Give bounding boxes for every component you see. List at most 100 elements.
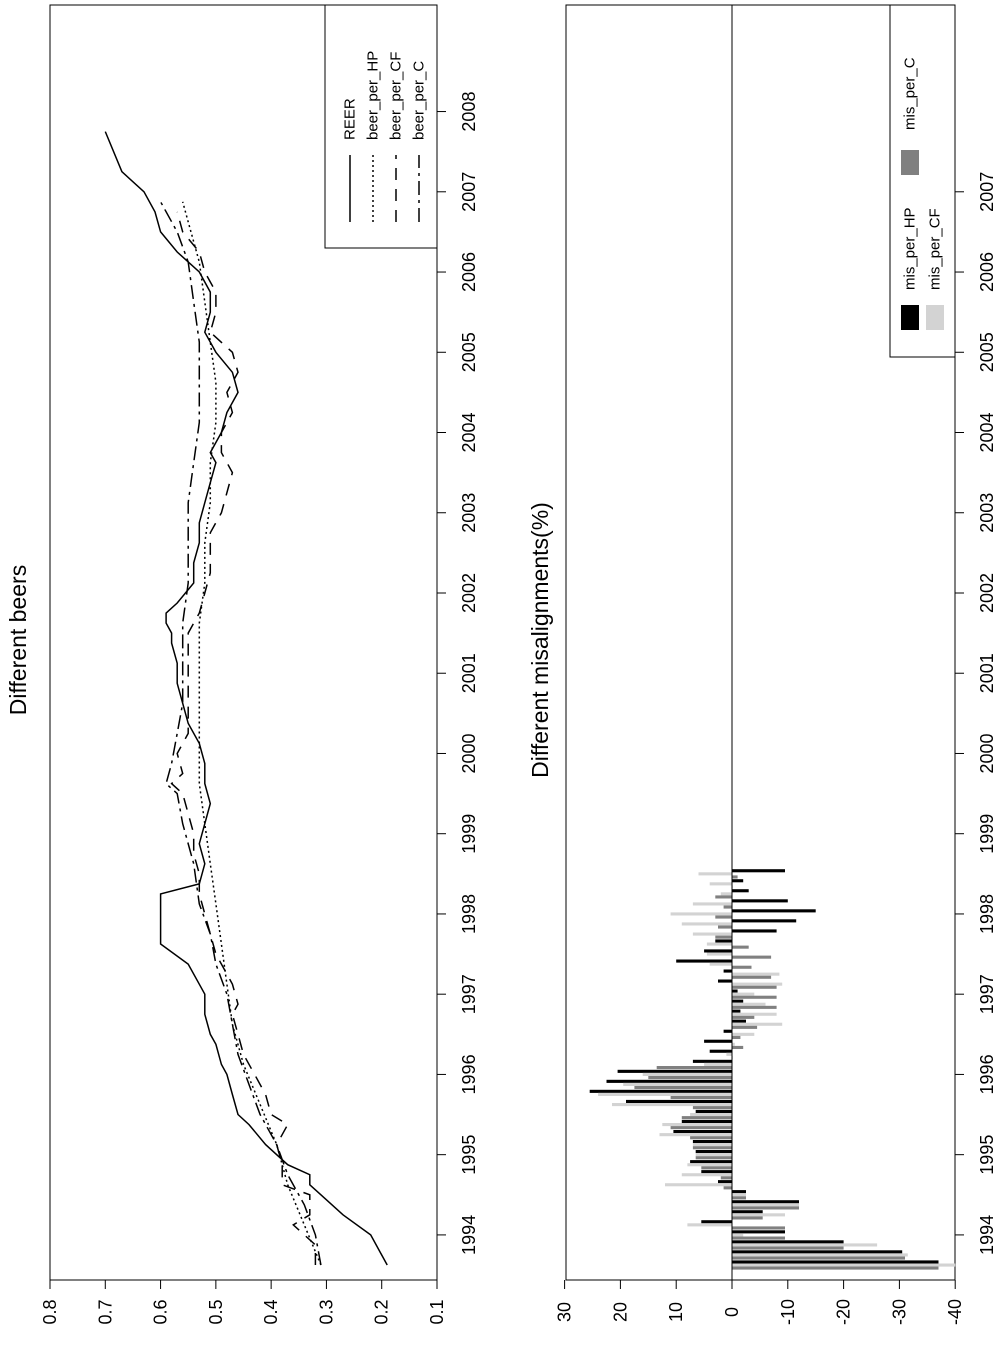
mis-bar-mis-per-c [732, 1005, 777, 1009]
mis-bar-mis-per-hp [704, 1039, 732, 1043]
beers-title: Different beers [5, 565, 31, 715]
mis-bar-mis-per-cf [732, 1002, 766, 1006]
beers-x-tick-label: 2004 [459, 412, 479, 452]
mis-bar-mis-per-cf [598, 1092, 732, 1096]
mis-bar-mis-per-c [670, 1096, 732, 1100]
mis-legend-key [901, 305, 919, 330]
beers-x-tick-label: 2002 [459, 573, 479, 613]
mis-bar-mis-per-cf [695, 1153, 732, 1157]
mis-bar-mis-per-hp [732, 869, 785, 873]
mis-bar-mis-per-c [723, 905, 732, 909]
mis-bar-mis-per-hp [695, 1150, 732, 1154]
mis-bar-mis-per-c [701, 1166, 732, 1170]
mis-y-tick-label: -20 [834, 1299, 854, 1325]
mis-bar-mis-per-cf [732, 1022, 783, 1026]
beers-legend-label: beer_per_C [411, 61, 428, 140]
mis-bar-mis-per-c [732, 945, 749, 949]
mis-legend-label: mis_per_HP [902, 207, 919, 290]
mis-bar-mis-per-hp [732, 999, 744, 1003]
mis-bar-mis-per-cf [681, 1173, 732, 1177]
mis-bar-mis-per-cf [709, 882, 732, 886]
beers-series-beer-per-hp [181, 201, 322, 1266]
beers-y-tick-label: 0.2 [372, 1299, 392, 1324]
mis-bar-mis-per-cf [665, 1183, 732, 1187]
mis-y-tick-label: 10 [666, 1302, 686, 1322]
mis-x-tick-label: 2004 [977, 412, 997, 452]
mis-bar-mis-per-cf [720, 892, 732, 896]
mis-legend-label: mis_per_C [902, 57, 919, 130]
mis-bar-mis-per-hp [732, 1250, 903, 1254]
mis-legend-label: mis_per_CF [927, 208, 944, 290]
mis-bar-mis-per-hp [626, 1099, 732, 1103]
mis-bar-mis-per-hp [732, 899, 788, 903]
mis-bar-mis-per-hp [701, 1170, 732, 1174]
mis-y-tick-label: 20 [610, 1302, 630, 1322]
mis-bar-mis-per-c [732, 975, 772, 979]
mis-bar-mis-per-hp [723, 1029, 732, 1033]
beers-series-beer-per-cf [170, 211, 317, 1265]
beers-x-tick-label: 1999 [459, 814, 479, 854]
mis-bar-mis-per-c [634, 1086, 732, 1090]
mis-bar-mis-per-c [723, 1186, 732, 1190]
mis-bar-mis-per-cf [732, 1243, 878, 1247]
mis-bar-mis-per-hp [589, 1089, 732, 1093]
mis-bar-mis-per-c [732, 985, 777, 989]
mis-bar-mis-per-cf [687, 1223, 732, 1227]
mis-x-tick-label: 2000 [977, 733, 997, 773]
mis-y-tick-label: 30 [555, 1302, 575, 1322]
misalignments-panel: Different misalignments(%) 30 20 10 0 -10 -20 -… [527, 4, 997, 1325]
beers-x-tick-label: 2000 [459, 733, 479, 773]
mis-bar-mis-per-c [656, 1066, 732, 1070]
mis-bar-mis-per-hp [732, 1210, 763, 1214]
mis-x-tick-label: 1995 [977, 1135, 997, 1175]
mis-bar-mis-per-c [732, 1045, 744, 1049]
mis-x-tick-label: 2005 [977, 332, 997, 372]
mis-legend [889, 4, 956, 358]
mis-bar-mis-per-cf [732, 972, 780, 976]
mis-x-tick-label: 1999 [977, 814, 997, 854]
mis-bar-mis-per-cf [692, 1143, 732, 1147]
mis-bar-mis-per-cf [659, 1133, 732, 1137]
mis-x-tick-label: 2007 [977, 172, 997, 212]
mis-bar-mis-per-cf [732, 982, 783, 986]
beers-x-tick-label: 2007 [459, 172, 479, 212]
mis-x-tick-label: 2003 [977, 493, 997, 533]
mis-bar-mis-per-cf [623, 1082, 732, 1086]
mis-bar-mis-per-cf [662, 1123, 733, 1127]
mis-bar-mis-per-hp [701, 1220, 732, 1224]
mis-bar-mis-per-c [732, 1236, 785, 1240]
mis-bar-mis-per-c [732, 875, 738, 879]
beers-x-tick-label: 1994 [459, 1215, 479, 1255]
mis-x-tick-label: 1994 [977, 1215, 997, 1255]
beers-x-tick-label: 1997 [459, 974, 479, 1014]
mis-bar-mis-per-cf [698, 872, 732, 876]
beers-y-tick-label: 0.4 [261, 1299, 281, 1324]
mis-bar-mis-per-hp [723, 969, 732, 973]
beers-legend-label: beer_per_CF [388, 52, 405, 140]
beers-y-tick-label: 0.6 [151, 1299, 171, 1324]
mis-bar-mis-per-cf [690, 1113, 732, 1117]
mis-bar-mis-per-c [718, 925, 732, 929]
beers-legend-label: REER [342, 98, 359, 140]
beers-y-tick-label: 0.1 [427, 1299, 447, 1324]
beers-legend-label: beer_per_HP [365, 51, 382, 140]
mis-bar-mis-per-c [715, 915, 732, 919]
mis-y-tick-label: -40 [945, 1299, 965, 1325]
mis-x-tick-label: 2002 [977, 573, 997, 613]
mis-bar-mis-per-hp [732, 1190, 746, 1194]
mis-bar-mis-per-c [720, 1176, 732, 1180]
mis-legend-key [926, 305, 944, 330]
mis-bar-mis-per-c [732, 1246, 844, 1250]
mis-bar-mis-per-c [732, 1266, 939, 1270]
mis-bar-mis-per-c [732, 1196, 746, 1200]
mis-bar-mis-per-hp [732, 1230, 785, 1234]
mis-bar-mis-per-c [732, 965, 752, 969]
mis-y-tick-label: -30 [889, 1299, 909, 1325]
mis-bar-mis-per-c [692, 1106, 732, 1110]
mis-bar-mis-per-hp [732, 889, 749, 893]
mis-x-tick-label: 1996 [977, 1054, 997, 1094]
beers-x-tick-label: 1995 [459, 1135, 479, 1175]
mis-bar-mis-per-hp [695, 1109, 732, 1113]
mis-bar-mis-per-hp [732, 1200, 799, 1204]
